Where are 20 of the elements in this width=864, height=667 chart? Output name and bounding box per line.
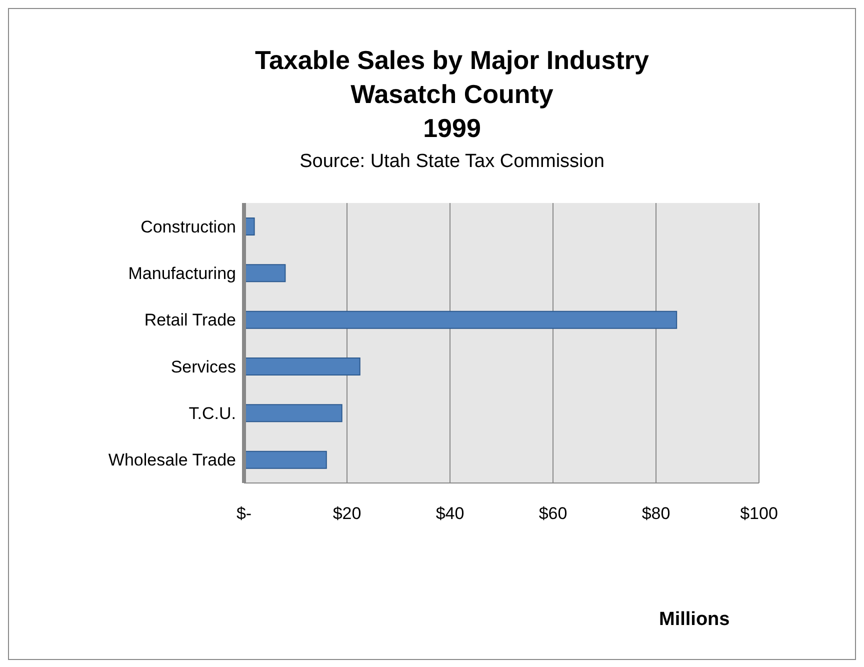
y-tick-label: Wholesale Trade [108, 450, 236, 470]
x-tick-label: $60 [538, 504, 568, 524]
x-tick-label: $40 [436, 504, 464, 524]
y-tick-label: Construction [140, 217, 236, 236]
bar [244, 264, 286, 282]
chart-title: Taxable Sales by Major Industry Wasatch County 1999 [254, 44, 650, 145]
y-tick-label: Manufacturing [128, 264, 236, 284]
x-tick-label: $- [236, 504, 252, 524]
bar [244, 450, 327, 469]
x-tick-label: $100 [740, 504, 778, 524]
chart-subtitle: Source: Utah State Tax Commission [298, 151, 606, 173]
y-tick-label: T.C.U. [188, 404, 236, 424]
x-axis-title: Millions [659, 609, 730, 631]
bar [244, 310, 678, 329]
x-tick-label: $80 [642, 504, 670, 524]
x-tick-label: $20 [332, 504, 362, 524]
bar [244, 404, 342, 422]
y-tick-label: Retail Trade [144, 310, 236, 330]
y-tick-label: Services [170, 357, 236, 376]
bar [244, 358, 360, 376]
